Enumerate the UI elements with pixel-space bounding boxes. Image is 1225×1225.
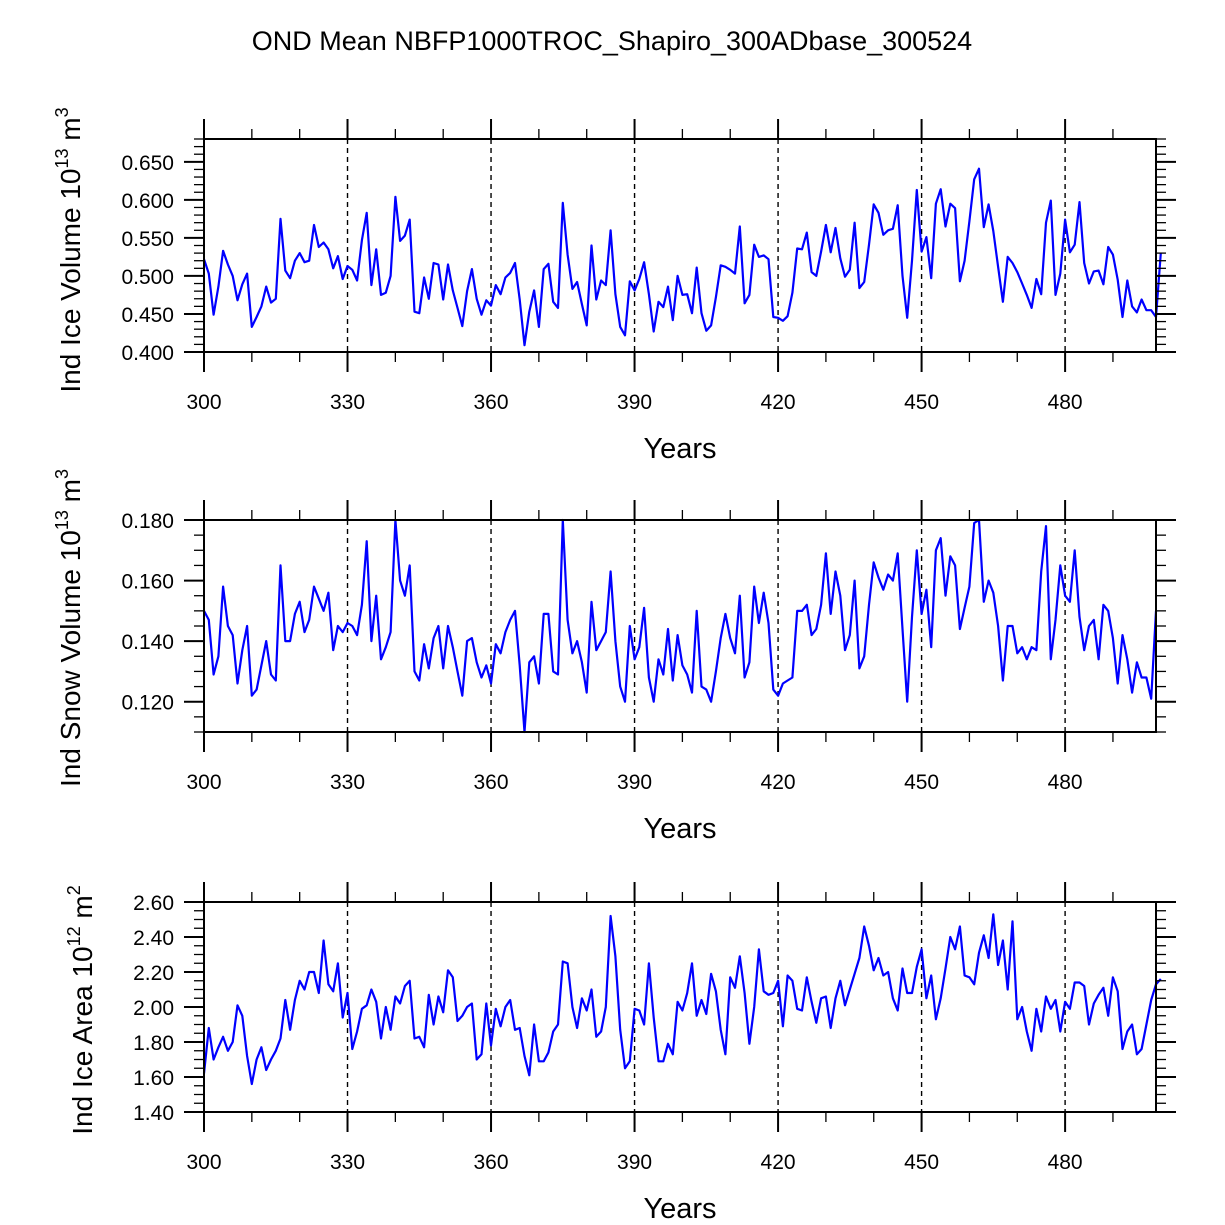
y-axis-title-text: Ind Ice Volume 10 — [55, 169, 86, 393]
y-tick-label: 0.120 — [121, 692, 174, 715]
y-axis-title: Ind Ice Volume 1013 m3 — [52, 107, 86, 392]
y-tick-label: 1.40 — [133, 1102, 174, 1125]
x-tick-label: 420 — [761, 1151, 796, 1174]
x-tick-label: 360 — [474, 771, 509, 794]
x-axis-title: Years — [643, 813, 716, 845]
panel-snow-volume: 300 330 360 390 420 450 480 0.120 0.140 0.160 0.18… — [52, 469, 1176, 845]
x-tick-label: 390 — [617, 771, 652, 794]
x-tick-label: 480 — [1048, 1151, 1083, 1174]
panel-ice-area: 300 330 360 390 420 450 480 1.40 1.60 1.80 2.00 2.2… — [64, 882, 1176, 1225]
x-tick-label: 360 — [474, 1151, 509, 1174]
y-axis-title-exponent: 12 — [64, 926, 84, 946]
x-tick-label: 390 — [617, 391, 652, 414]
y-axis-title-unit-exponent: 3 — [52, 107, 72, 117]
y-axis-title-unit-exponent: 2 — [64, 885, 84, 895]
y-tick-label: 0.600 — [121, 190, 174, 213]
y-tick-label: 0.180 — [121, 510, 174, 533]
x-tick-label: 480 — [1048, 771, 1083, 794]
x-tick-label: 450 — [904, 771, 939, 794]
y-axis-title-exponent: 13 — [52, 148, 72, 168]
y-tick-label: 0.140 — [121, 631, 174, 654]
series-line-snow-volume — [203, 518, 1158, 734]
y-tick-label: 2.20 — [133, 962, 174, 985]
y-axis-title-text: Ind Snow Volume 10 — [55, 530, 86, 787]
x-tick-label: 450 — [904, 391, 939, 414]
y-axis-title-unit: m — [55, 117, 86, 148]
x-tick-label: 420 — [761, 391, 796, 414]
series-line-ice-volume — [202, 167, 1162, 347]
y-tick-label: 0.650 — [121, 152, 174, 175]
x-tick-label: 390 — [617, 1151, 652, 1174]
y-tick-label: 1.80 — [133, 1032, 174, 1055]
y-axis-title-text: Ind Ice Area 10 — [67, 946, 98, 1134]
series-line-ice-area — [202, 913, 1162, 1086]
y-axis-title: Ind Ice Area 1012 m2 — [64, 885, 98, 1135]
chart-title: OND Mean NBFP1000TROC_Shapiro_300ADbase_… — [252, 26, 972, 56]
y-tick-label: 0.550 — [121, 228, 174, 251]
y-tick-label: 0.400 — [121, 342, 174, 365]
y-tick-label: 2.60 — [133, 892, 174, 915]
x-tick-label: 330 — [330, 391, 365, 414]
x-tick-label: 480 — [1048, 391, 1083, 414]
x-tick-label: 300 — [186, 391, 221, 414]
y-tick-label: 0.450 — [121, 304, 174, 327]
panel-ice-volume: 300 330 360 390 420 450 480 0.400 0.450 0.500 0.55… — [52, 107, 1176, 465]
x-tick-label: 450 — [904, 1151, 939, 1174]
y-tick-label: 1.60 — [133, 1067, 174, 1090]
x-axis-title: Years — [643, 1193, 716, 1225]
x-tick-label: 360 — [474, 391, 509, 414]
y-tick-label: 2.40 — [133, 927, 174, 950]
x-tick-label: 300 — [186, 771, 221, 794]
y-axis-title-unit: m — [55, 479, 86, 510]
y-tick-label: 2.00 — [133, 997, 174, 1020]
plot-frame — [203, 138, 1157, 353]
x-tick-label: 300 — [186, 1151, 221, 1174]
y-axis-title-unit: m — [67, 895, 98, 926]
x-tick-label: 330 — [330, 771, 365, 794]
y-axis-title-unit-exponent: 3 — [52, 469, 72, 479]
x-axis-title: Years — [643, 433, 716, 465]
y-axis-title: Ind Snow Volume 1013 m3 — [52, 469, 86, 787]
x-tick-label: 420 — [761, 771, 796, 794]
y-tick-label: 0.160 — [121, 571, 174, 594]
y-tick-label: 0.500 — [121, 266, 174, 289]
x-tick-label: 330 — [330, 1151, 365, 1174]
y-axis-title-exponent: 13 — [52, 510, 72, 530]
